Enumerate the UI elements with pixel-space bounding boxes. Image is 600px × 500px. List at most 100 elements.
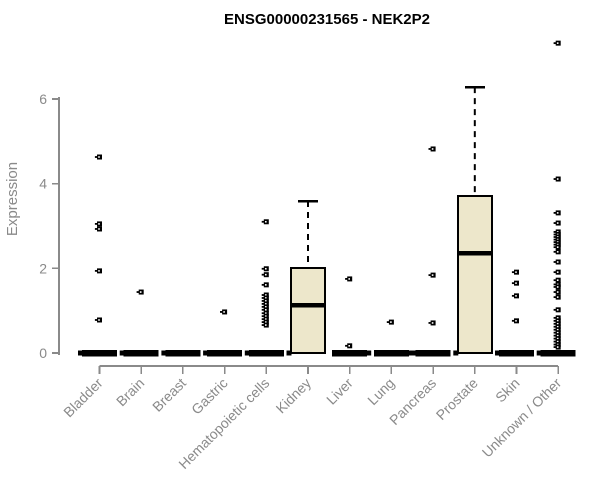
outlier-gastric-notch [223, 311, 225, 313]
outlier-unknown-other-dash [553, 322, 556, 325]
box-prostate [456, 194, 493, 354]
outlier-unknown-other-notch [556, 309, 559, 311]
outlier-unknown-other-notch [556, 286, 559, 288]
outlier-hematopoietic-cells-notch [265, 321, 267, 323]
outlier-hematopoietic-cells-notch [265, 312, 267, 315]
outlier-hematopoietic-cells-notch [265, 306, 267, 308]
outlier-unknown-other-dash [553, 279, 556, 282]
outlier-unknown-other-notch [556, 317, 559, 319]
outlier-unknown-other-notch [556, 241, 559, 243]
outlier-hematopoietic-cells-dash [261, 273, 265, 276]
outlier-unknown-other-dash [553, 343, 556, 346]
outlier-lung-notch [390, 321, 392, 323]
outlier-hematopoietic-cells-dash [261, 300, 265, 302]
outlier-unknown-other-notch [556, 246, 559, 248]
zero-nub-brain [119, 350, 125, 356]
outlier-hematopoietic-cells-dash [261, 324, 265, 326]
outlier-bladder-notch [98, 319, 100, 321]
zero-bar-lung [373, 349, 409, 357]
zero-nub-liver [366, 350, 372, 356]
zero-bar-breast [165, 349, 201, 357]
outlier-unknown-other-dash [553, 316, 556, 319]
outlier-skin-dash [511, 282, 515, 285]
outlier-unknown-other-notch [556, 238, 559, 241]
outlier-hematopoietic-cells-dash [261, 318, 265, 321]
outlier-unknown-other-notch [556, 271, 559, 273]
x-tick-label-kidney: Kidney [273, 375, 315, 417]
outlier-unknown-other-dash [553, 42, 556, 45]
y-tick-label: 0 [39, 345, 47, 361]
outlier-hematopoietic-cells-dash [261, 302, 265, 305]
outlier-unknown-other-notch [556, 320, 559, 322]
outlier-pancreas-dash [428, 274, 431, 277]
outlier-unknown-other-notch [556, 42, 559, 44]
zero-bar-liver [332, 349, 368, 357]
outlier-bladder-notch [98, 156, 100, 158]
x-tick-label-bladder: Bladder [60, 375, 106, 421]
outlier-hematopoietic-cells-dash [261, 283, 265, 286]
outlier-hematopoietic-cells-dash [261, 308, 265, 311]
outlier-skin-notch [515, 282, 517, 284]
outlier-brain-dash [136, 291, 139, 293]
zero-nub-hematopoietic-cells [244, 350, 250, 356]
outlier-skin-dash [511, 319, 515, 322]
outlier-hematopoietic-cells-notch [265, 309, 267, 311]
outlier-bladder-dash [94, 269, 98, 272]
outlier-bladder-notch [98, 270, 100, 272]
median-prostate [457, 250, 492, 256]
x-tick-label-lung: Lung [364, 375, 397, 408]
outlier-hematopoietic-cells-notch [265, 273, 267, 276]
outlier-bladder-notch [98, 228, 100, 230]
outlier-hematopoietic-cells-notch [265, 297, 267, 299]
outlier-unknown-other-dash [553, 328, 556, 331]
outlier-unknown-other-notch [556, 243, 559, 246]
outlier-unknown-other-notch [556, 283, 559, 286]
outlier-unknown-other-notch [556, 334, 559, 337]
outlier-skin-dash [511, 271, 515, 274]
zero-bar-unknown-other [540, 349, 576, 357]
outlier-hematopoietic-cells-notch [265, 300, 267, 302]
outlier-unknown-other-dash [553, 325, 556, 328]
outlier-unknown-other-notch [556, 251, 559, 253]
outlier-gastric-dash [220, 311, 223, 313]
outlier-unknown-other-dash [553, 238, 556, 241]
zero-bar-hematopoietic-cells [248, 349, 284, 357]
outlier-hematopoietic-cells-notch [265, 284, 267, 286]
outlier-unknown-other-notch [556, 178, 559, 180]
outlier-unknown-other-notch [556, 231, 559, 233]
outlier-unknown-other-notch [556, 261, 559, 263]
x-tick-label-breast: Breast [149, 375, 189, 415]
outlier-bladder-dash [94, 228, 98, 230]
y-tick-label: 6 [39, 91, 47, 107]
outlier-unknown-other-notch [556, 233, 559, 236]
outlier-unknown-other-notch [556, 343, 559, 346]
outlier-pancreas-notch [431, 322, 434, 324]
outlier-unknown-other-dash [553, 334, 556, 337]
outlier-unknown-other-notch [556, 296, 559, 298]
outlier-unknown-other-notch [556, 346, 559, 348]
outlier-bladder-dash [94, 222, 98, 225]
outlier-bladder-dash [94, 319, 98, 321]
zero-bar-gastric [207, 349, 243, 357]
zero-bar-brain [123, 349, 159, 357]
x-tick-label-unknown-other: Unknown / Other [479, 375, 565, 461]
outlier-unknown-other-dash [553, 250, 556, 253]
outlier-hematopoietic-cells-notch [265, 220, 267, 223]
outlier-pancreas-notch [431, 148, 434, 150]
zero-bar-bladder [82, 349, 117, 357]
outlier-hematopoietic-cells-dash [261, 312, 265, 315]
zero-nub-gastric [203, 350, 209, 356]
outlier-hematopoietic-cells-notch [265, 267, 267, 270]
outlier-unknown-other-notch [556, 212, 559, 214]
zero-bar-skin [499, 349, 534, 357]
outlier-hematopoietic-cells-dash [261, 267, 265, 270]
zero-nub-bladder [78, 350, 83, 356]
outlier-unknown-other-dash [553, 291, 556, 293]
outlier-unknown-other-dash [553, 261, 556, 263]
outlier-pancreas-dash [428, 322, 431, 324]
outlier-unknown-other-notch [556, 325, 559, 328]
outlier-unknown-other-dash [553, 233, 556, 236]
zero-nub-kidney [286, 350, 292, 356]
